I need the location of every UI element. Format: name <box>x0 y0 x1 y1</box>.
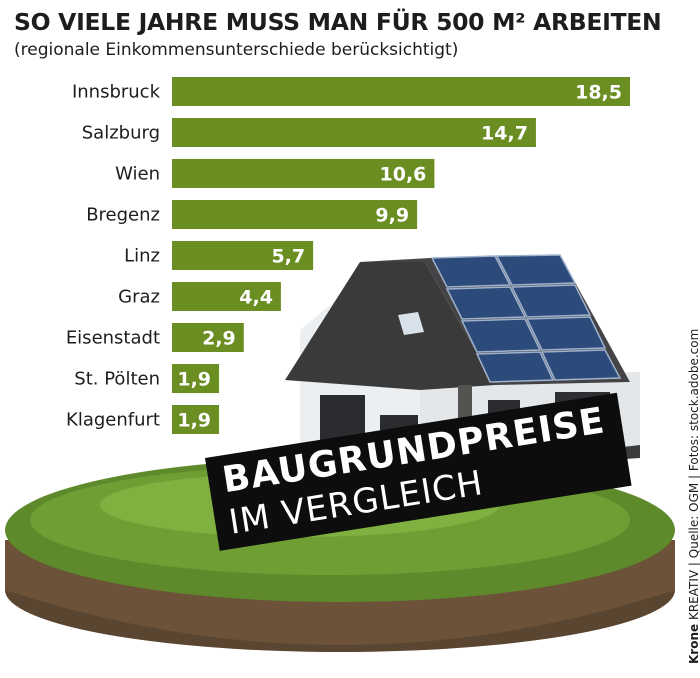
bar-salzburg <box>172 118 536 147</box>
bar-bregenz <box>172 200 418 229</box>
value-label: 1,9 <box>177 410 211 432</box>
credit-brand: Krone <box>687 623 700 664</box>
value-label: 9,9 <box>375 205 409 227</box>
chart-title: SO VIELE JAHRE MUSS MAN FÜR 500 M² ARBEI… <box>14 8 662 36</box>
chart-subtitle: (regionale Einkommensunterschiede berück… <box>14 40 459 60</box>
value-label: 4,4 <box>239 287 273 309</box>
category-label: Salzburg <box>82 123 160 144</box>
bar-eisenstadt <box>172 323 244 352</box>
category-label: Linz <box>124 246 160 267</box>
value-label: 2,9 <box>202 328 236 350</box>
category-label: Innsbruck <box>72 82 161 103</box>
value-label: 14,7 <box>481 123 528 145</box>
value-label: 5,7 <box>271 246 305 268</box>
credit-text: KREATIV | Quelle: OGM | Fotos: stock.ado… <box>687 328 700 624</box>
bars-layer: Innsbruck 18,5 Salzburg 14,7 Wien 10,6 Bregenz… <box>66 77 630 434</box>
value-label: 10,6 <box>380 164 427 186</box>
bar-st-p-lten <box>172 364 220 393</box>
category-label: Eisenstadt <box>66 328 160 349</box>
bar-innsbruck <box>172 77 630 106</box>
value-label: 18,5 <box>575 82 622 104</box>
category-label: Wien <box>115 164 160 185</box>
category-label: Klagenfurt <box>66 410 160 431</box>
bar-wien <box>172 159 435 188</box>
category-label: St. Pölten <box>74 369 160 390</box>
bar-graz <box>172 282 281 311</box>
category-label: Bregenz <box>86 205 160 226</box>
bar-linz <box>172 241 314 270</box>
bar-klagenfurt <box>172 405 220 434</box>
category-label: Graz <box>118 287 160 308</box>
source-credit: Krone KREATIV | Quelle: OGM | Fotos: sto… <box>687 329 700 664</box>
value-label: 1,9 <box>177 369 211 391</box>
